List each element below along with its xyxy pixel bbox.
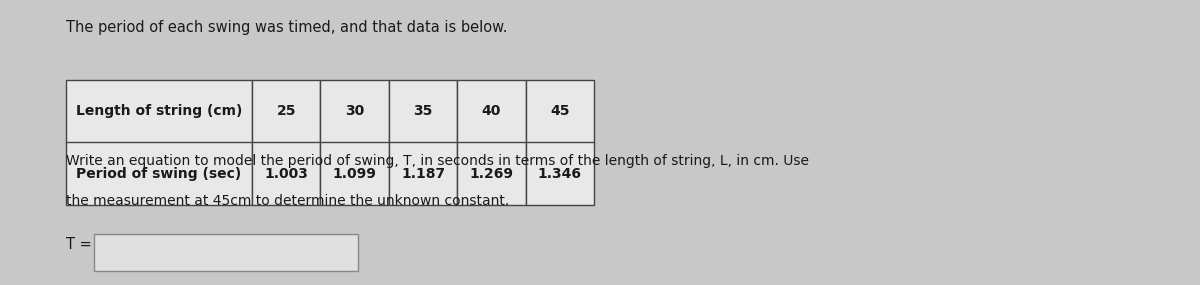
Text: 30: 30 [344,104,365,118]
Bar [457,142,526,205]
Bar [320,142,389,205]
Text: 40: 40 [481,104,502,118]
Text: Length of string (cm): Length of string (cm) [76,104,242,118]
Bar [252,142,320,205]
Text: the measurement at 45cm to determine the unknown constant.: the measurement at 45cm to determine the… [66,194,509,208]
Bar [252,80,320,142]
Bar [526,142,594,205]
Text: Write an equation to model the period of swing, T, in seconds in terms of the le: Write an equation to model the period of… [66,154,809,168]
Bar [389,80,457,142]
Text: Period of swing (sec): Period of swing (sec) [77,167,241,181]
Text: 35: 35 [413,104,433,118]
Text: 1.099: 1.099 [332,167,377,181]
Text: 45: 45 [550,104,570,118]
Bar [389,142,457,205]
Text: 1.269: 1.269 [469,167,514,181]
Bar [66,142,252,205]
Text: 1.187: 1.187 [401,167,445,181]
Bar [526,80,594,142]
Bar [457,80,526,142]
Text: 1.346: 1.346 [538,167,582,181]
Bar [320,80,389,142]
Bar [66,80,252,142]
Text: 1.003: 1.003 [264,167,308,181]
FancyBboxPatch shape [94,234,358,271]
Text: The period of each swing was timed, and that data is below.: The period of each swing was timed, and … [66,20,508,35]
Text: T =: T = [66,237,91,252]
Text: 25: 25 [276,104,296,118]
